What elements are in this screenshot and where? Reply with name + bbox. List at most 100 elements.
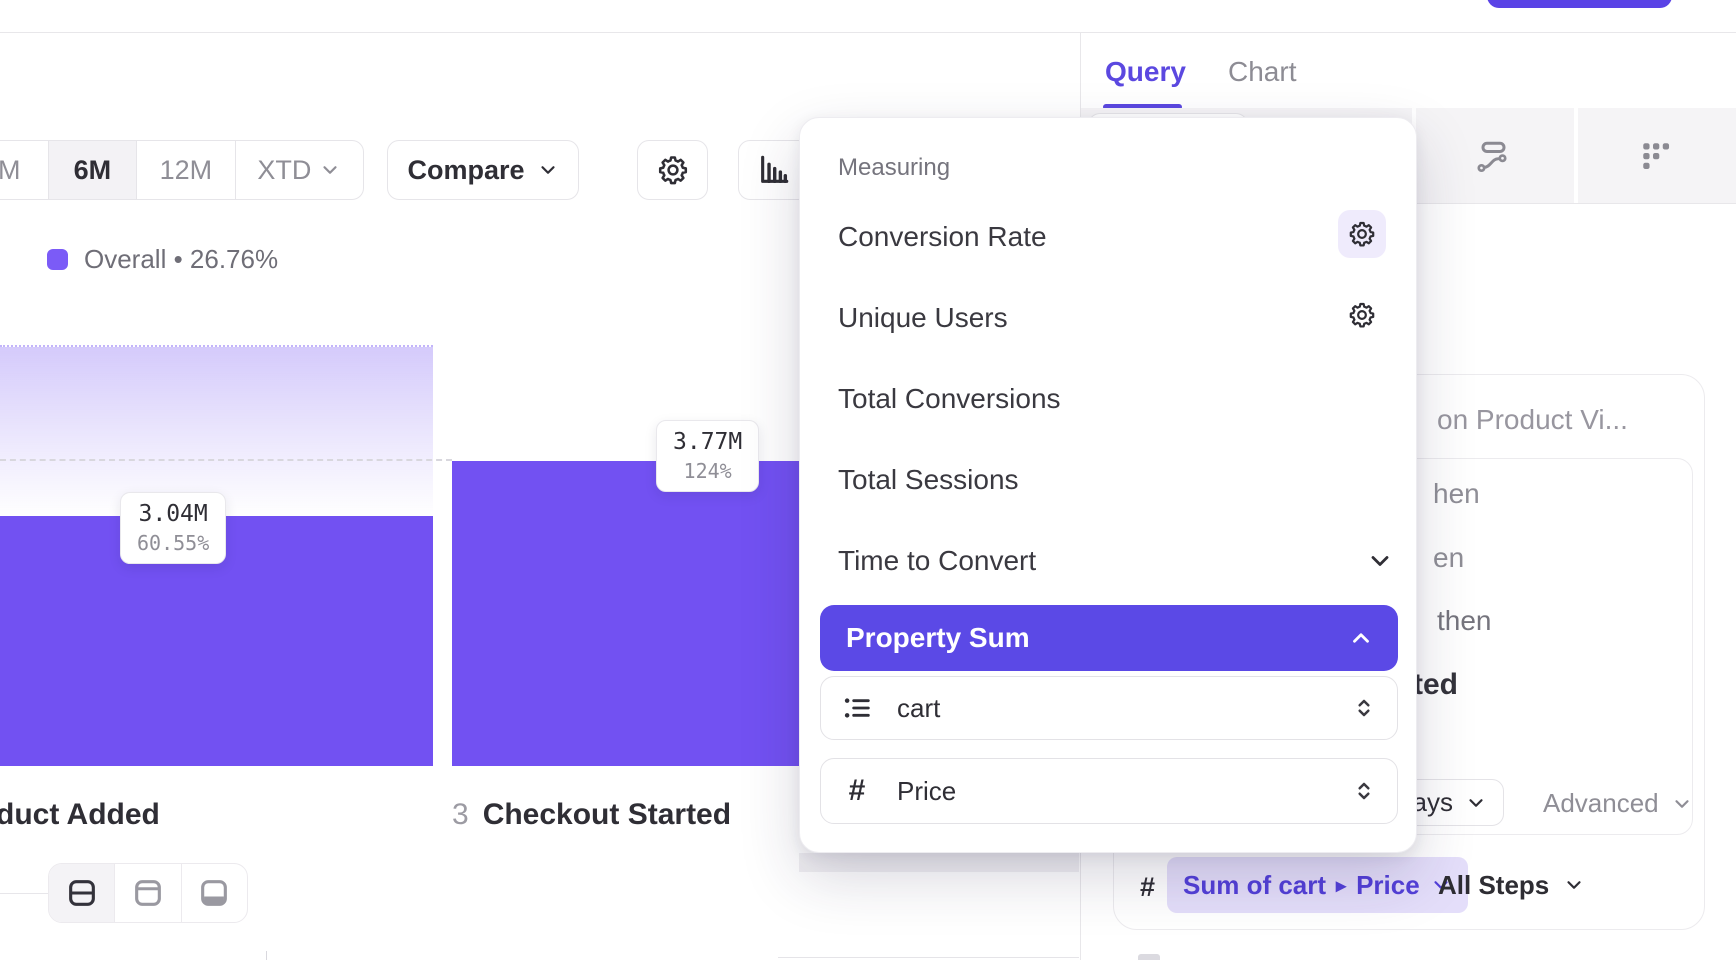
pct-1: 60.55% (137, 531, 210, 555)
viz-tab-metrics[interactable] (1632, 132, 1680, 180)
chip-subproperty-label: Price (1356, 869, 1420, 900)
select-updown-icon (1358, 699, 1370, 717)
property-sum-chip[interactable]: Sum of cart ▸ Price (1167, 857, 1468, 913)
menu-item-time-to-convert[interactable]: Time to Convert (838, 539, 1308, 583)
chevron-down-icon (1675, 799, 1689, 808)
table-header-band (799, 853, 1079, 872)
menu-item-conversion-rate[interactable]: Conversion Rate (838, 215, 1308, 259)
holding-property-text: on Product Vi... (1437, 404, 1628, 435)
menu-item-unique-users[interactable]: Unique Users (838, 296, 1308, 340)
step-label-2-text: Checkout Started (482, 798, 732, 831)
tab-query[interactable]: Query (1105, 56, 1186, 87)
cart-value: cart (897, 692, 941, 723)
chevron-down-icon (540, 166, 555, 174)
step-label-1-text: duct Added (0, 798, 160, 831)
header-divider (0, 32, 1736, 33)
chevron-down-icon (1567, 881, 1581, 889)
menu-item-label: Total Conversions (838, 383, 1061, 414)
step-number: 3 (452, 798, 469, 831)
value-card-1: 3.04M 60.55% (120, 492, 227, 564)
pct-2: 124% (683, 459, 732, 483)
popover-header: Measuring (838, 154, 951, 181)
list-icon (844, 698, 870, 718)
property-select-price[interactable]: # Price (820, 758, 1398, 824)
segment-xtd[interactable]: XTD (234, 141, 363, 199)
chevron-down-icon (323, 166, 337, 174)
all-steps-label: All Steps (1438, 869, 1550, 900)
segment-xtd-label: XTD (257, 154, 312, 185)
property-select-cart[interactable]: cart (820, 676, 1398, 740)
menu-item-total-sessions[interactable]: Total Sessions (838, 458, 1308, 502)
chip-property-label: Sum of cart (1183, 869, 1327, 900)
layout-bottom-fill-button[interactable] (180, 864, 247, 922)
primary-action-button[interactable] (1487, 0, 1672, 8)
value-card-2: 3.77M 124% (656, 420, 760, 492)
flow-icon (1477, 141, 1507, 173)
layout-split-rows-button[interactable] (49, 864, 115, 922)
column-divider-tick (266, 951, 267, 960)
gear-icon (1349, 221, 1375, 247)
menu-item-total-conversions[interactable]: Total Conversions (838, 377, 1308, 421)
menu-item-property-sum-selected[interactable]: Property Sum (820, 605, 1398, 671)
step-label-2: 3 Checkout Started (452, 798, 731, 832)
advanced-dropdown[interactable]: Advanced (1543, 788, 1693, 819)
date-range-segmented-control: M 6M 12M XTD (0, 140, 364, 200)
property-sum-label: Property Sum (846, 622, 1030, 653)
strip-gap (1574, 108, 1578, 203)
legend-label: Overall • 26.76% (84, 244, 279, 274)
chevron-up-icon (1353, 633, 1369, 643)
legend: Overall • 26.76% (47, 244, 278, 275)
chart-type-button[interactable] (738, 140, 810, 200)
split-rows-icon (68, 880, 95, 906)
step-label-1: duct Added (0, 798, 160, 832)
bar-chart-icon (761, 155, 789, 184)
reference-dashed-line (0, 459, 452, 461)
chevron-down-icon (1434, 881, 1448, 889)
funnel-bar-1-gradient (0, 345, 433, 516)
active-tab-underline (1103, 104, 1182, 110)
chip-arrow: ▸ (1336, 874, 1347, 897)
menu-item-label: Time to Convert (838, 545, 1037, 576)
legend-swatch (47, 249, 68, 270)
step-fragment: then (1437, 605, 1492, 636)
dots-grid-icon (1643, 143, 1670, 170)
menu-item-label: Total Sessions (838, 464, 1019, 495)
menu-item-label: Conversion Rate (838, 221, 1047, 252)
step-fragment: hen (1433, 478, 1480, 509)
chevron-down-icon (1469, 798, 1483, 807)
bottom-fill-icon (201, 880, 228, 906)
time-to-convert-chevron[interactable] (1366, 547, 1394, 575)
gear-icon (658, 156, 687, 185)
advanced-label: Advanced (1543, 788, 1659, 818)
chevron-down-icon (1371, 556, 1389, 566)
top-bar-icon (135, 880, 161, 906)
layout-top-bar-button[interactable] (114, 864, 180, 922)
unique-users-settings-button[interactable] (1338, 291, 1386, 339)
compare-label: Compare (407, 154, 525, 185)
table-top-border (778, 957, 1079, 958)
value-2: 3.77M (673, 429, 743, 455)
segment-6m-label: 6M (73, 154, 112, 185)
bottom-edge-fragment (1138, 954, 1160, 960)
select-updown-icon (1358, 782, 1370, 800)
chart-settings-button[interactable] (637, 140, 708, 200)
viz-tab-flow[interactable] (1468, 132, 1516, 180)
segment-m[interactable]: M (0, 141, 48, 199)
segment-12m[interactable]: 12M (136, 141, 235, 199)
price-value: Price (897, 775, 957, 806)
segment-m-label: M (0, 154, 21, 185)
gear-icon (1349, 302, 1375, 328)
all-steps-dropdown[interactable]: All Steps (1438, 857, 1585, 913)
number-type-icon: # (1140, 872, 1156, 902)
tab-chart[interactable]: Chart (1228, 56, 1297, 87)
value-1: 3.04M (138, 501, 208, 527)
measuring-popover: Measuring Conversion Rate Unique Users T… (799, 117, 1417, 853)
segment-12m-label: 12M (159, 154, 213, 185)
compare-button[interactable]: Compare (387, 140, 579, 200)
layout-toggle-group (48, 863, 248, 923)
segment-6m[interactable]: 6M (47, 141, 137, 199)
menu-item-label: Unique Users (838, 302, 1008, 333)
step-fragment-selected: ted (1413, 668, 1458, 701)
conversion-rate-settings-button[interactable] (1338, 210, 1386, 258)
